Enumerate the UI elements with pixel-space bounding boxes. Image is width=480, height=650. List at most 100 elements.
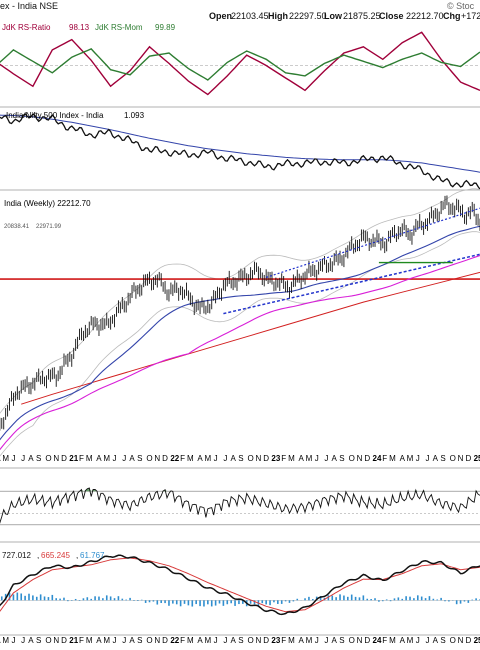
macd-histogram-bar — [12, 594, 15, 601]
x-axis-label: O — [146, 454, 152, 463]
macd-x-axis-label: O — [450, 636, 456, 645]
x-axis-label: O — [45, 454, 51, 463]
macd-histogram-bar — [238, 600, 240, 605]
macd-x-axis-label: A — [96, 636, 102, 645]
macd-histogram-bar — [284, 600, 287, 602]
macd-x-axis-label: J — [214, 636, 218, 645]
x-axis-label: M — [389, 454, 396, 463]
macd-x-axis-label: D — [61, 636, 67, 645]
high-value: 22297.50 — [289, 11, 327, 21]
macd-histogram-bar — [350, 594, 353, 601]
macd-histogram-bar — [117, 596, 120, 601]
macd-x-axis-label: J — [11, 636, 15, 645]
macd-histogram-bar — [207, 600, 209, 605]
macd-histogram-bar — [160, 600, 162, 604]
macd-x-axis-label: M — [288, 636, 295, 645]
macd-legend-sep-1: , — [37, 551, 39, 560]
x-axis-label: S — [339, 454, 344, 463]
x-axis-label: F — [281, 454, 286, 463]
macd-histogram-bar — [16, 592, 19, 601]
macd-histogram-bar — [455, 600, 458, 605]
macd-histogram-bar — [253, 600, 256, 605]
x-axis-label: A — [433, 454, 439, 463]
relative-legend-name: India/Nifty 500 Index - India — [6, 111, 104, 120]
x-axis-label: J — [223, 454, 227, 463]
macd-histogram-bar — [444, 600, 446, 602]
x-axis-label: 25 — [474, 454, 480, 463]
macd-histogram-bar — [203, 600, 205, 607]
macd-histogram-bar — [152, 600, 155, 602]
macd-histogram-bar — [113, 598, 116, 601]
macd-histogram-bar — [242, 600, 244, 604]
macd-histogram-bar — [175, 600, 178, 605]
macd-histogram-bar — [86, 597, 89, 601]
macd-x-axis-label: J — [21, 636, 25, 645]
macd-histogram-bar — [222, 600, 225, 606]
macd-histogram-bar — [280, 600, 283, 604]
macd-histogram-bar — [51, 594, 54, 601]
macd-histogram-bar — [187, 600, 190, 606]
macd-x-axis-label: J — [416, 636, 420, 645]
macd-histogram-bar — [199, 600, 201, 607]
x-axis-label: A — [298, 454, 304, 463]
macd-x-axis-label: J — [324, 636, 328, 645]
low-label: Low — [324, 11, 342, 21]
rs-mom-line — [0, 48, 480, 81]
relative-strength-line — [0, 112, 480, 190]
brand-label: © Stoc — [447, 1, 475, 11]
macd-histogram-bar — [63, 597, 65, 601]
macd-x-axis-label: S — [238, 636, 243, 645]
macd-histogram-bar — [59, 598, 61, 601]
x-axis-label: N — [255, 454, 261, 463]
x-axis-label: J — [416, 454, 420, 463]
chart-header: ex - India NSE Open 22103.45 High 22297.… — [0, 0, 480, 22]
chg-value: +172. — [461, 11, 480, 21]
macd-x-axis-label: M — [187, 636, 194, 645]
macd-histogram-bar — [269, 600, 271, 606]
macd-histogram-bar — [304, 598, 306, 601]
macd-x-axis-label: 22 — [170, 636, 179, 645]
x-axis-label: N — [53, 454, 59, 463]
rs-mom-legend-value: 99.89 — [155, 23, 176, 32]
macd-histogram-bar — [74, 598, 77, 601]
x-axis-label: A — [197, 454, 203, 463]
blue-moving-average — [0, 225, 480, 441]
macd-histogram-bar — [47, 597, 50, 601]
macd-histogram-bar — [140, 599, 143, 601]
open-value: 22103.45 — [231, 11, 269, 21]
macd-histogram-bar — [273, 600, 275, 603]
macd-x-axis-label: D — [162, 636, 168, 645]
macd-histogram-bar — [183, 600, 186, 604]
macd-histogram-bar — [144, 600, 147, 603]
macd-histogram-bar — [331, 595, 334, 601]
x-axis-label: D — [263, 454, 269, 463]
macd-histogram-bar — [0, 596, 3, 601]
macd-x-axis-label: N — [154, 636, 160, 645]
macd-histogram-bar — [35, 596, 38, 601]
macd-histogram-bar — [148, 600, 151, 603]
macd-x-axis-label: F — [382, 636, 387, 645]
macd-histogram-bar — [366, 598, 369, 601]
x-axis-label: M — [205, 454, 212, 463]
x-axis-label: N — [357, 454, 363, 463]
macd-histogram-bar — [354, 596, 357, 601]
macd-histogram-bar — [191, 600, 194, 607]
macd-legend-sep-2: , — [76, 551, 78, 560]
macd-x-axis-label: S — [137, 636, 142, 645]
macd-histogram-bar — [428, 596, 431, 601]
x-axis-label: D — [61, 454, 67, 463]
macd-histogram-bar — [168, 600, 170, 606]
x-axis-label: S — [238, 454, 243, 463]
x-axis-label: 24 — [373, 454, 382, 463]
macd-histogram-bar — [4, 593, 7, 601]
macd-histogram-bar — [389, 600, 392, 602]
macd-x-axis-label: O — [349, 636, 355, 645]
macd-histogram-bar — [218, 600, 221, 604]
x-axis-label: N — [458, 454, 464, 463]
macd-x-axis-label: M — [2, 636, 9, 645]
macd-histogram-bar — [210, 600, 213, 607]
macd-x-axis-label: N — [357, 636, 363, 645]
macd-x-axis-label: A — [230, 636, 236, 645]
macd-histogram-bar — [105, 595, 108, 601]
macd-x-axis-label: J — [113, 636, 117, 645]
